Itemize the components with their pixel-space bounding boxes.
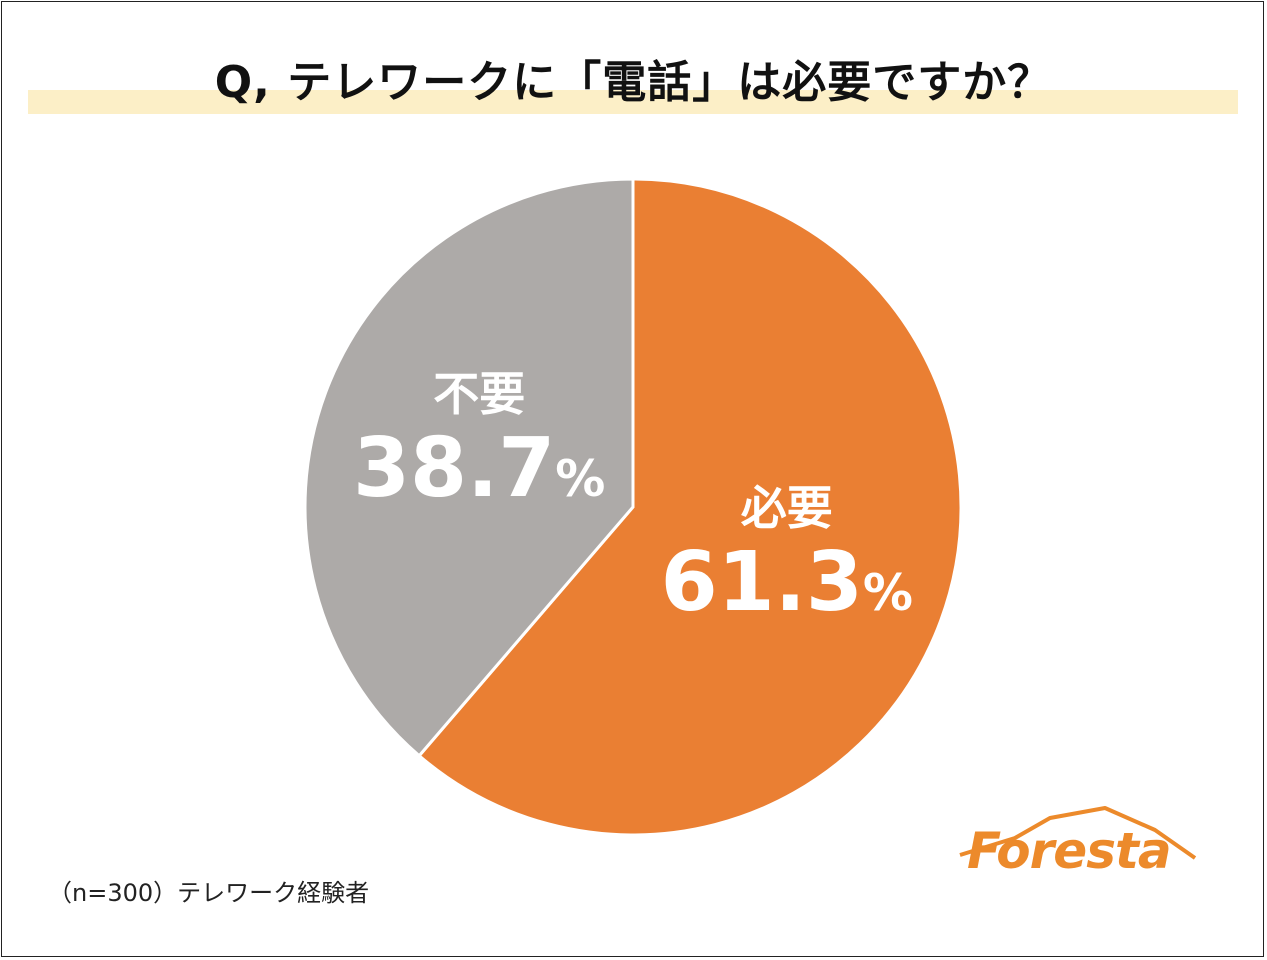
slice-category-label: 不要 <box>433 367 525 421</box>
slice-value-label: 61.3% <box>661 535 913 630</box>
slice-value-label: 38.7% <box>353 421 605 516</box>
pie-slice-not-required <box>303 177 635 758</box>
slice-category-label: 必要 <box>741 481 833 535</box>
logo-roof-icon <box>959 806 1197 860</box>
logo-text: Foresta <box>967 822 1172 880</box>
pie-slice-required <box>417 177 963 837</box>
foresta-logo: Foresta <box>955 800 1200 890</box>
chart-title: Q, テレワークに「電話」は必要ですか？ <box>214 57 1053 108</box>
sample-size-note: （n=300）テレワーク経験者 <box>48 879 370 907</box>
title-band <box>28 90 1238 114</box>
